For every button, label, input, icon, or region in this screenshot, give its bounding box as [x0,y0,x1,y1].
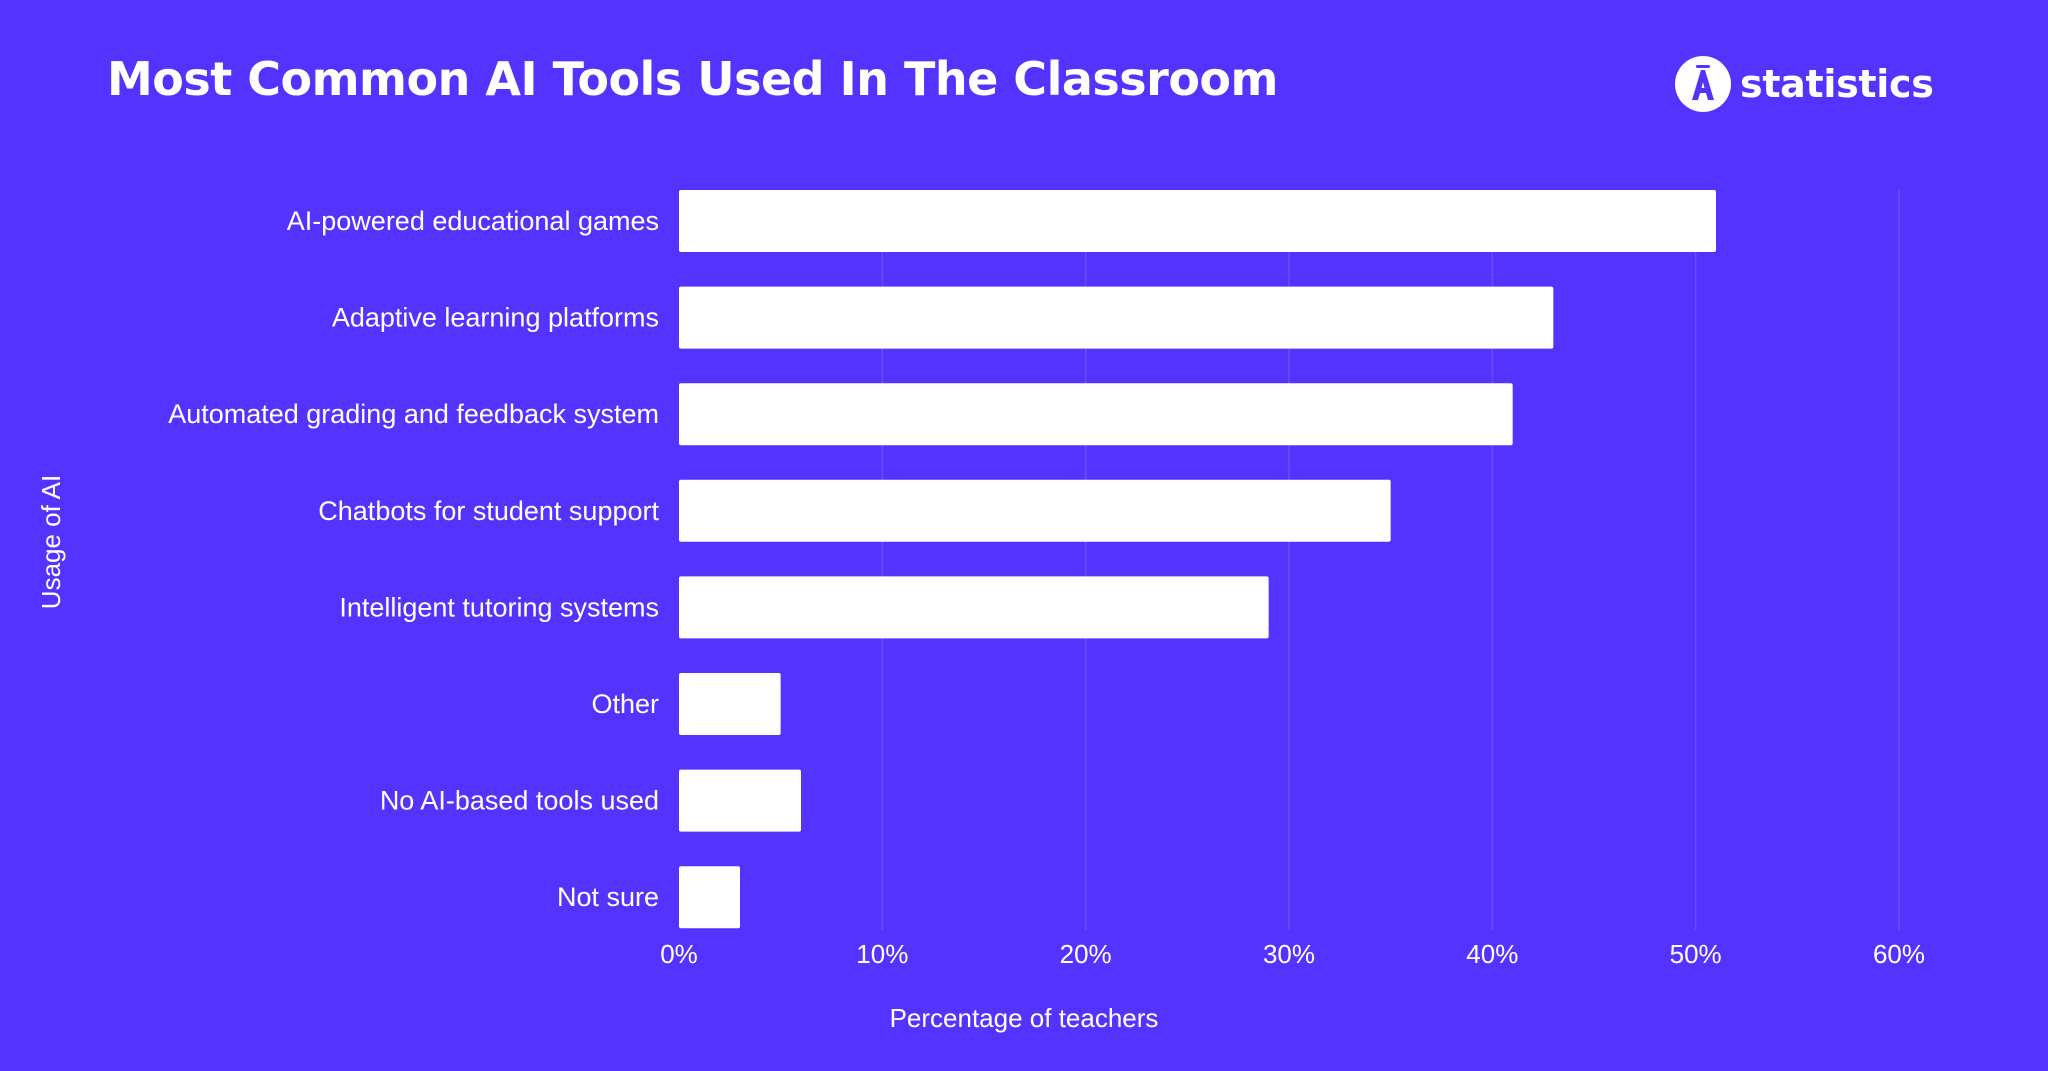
bars [679,190,1716,929]
category-label: Other [591,689,659,719]
category-labels: AI-powered educational games Adaptive lea… [168,206,659,912]
x-tick-label: 0% [660,939,698,969]
bar [679,286,1554,349]
x-tick-label: 40% [1466,939,1518,969]
bar [679,479,1391,542]
bar [679,769,801,832]
bar [679,866,740,929]
category-label: Not sure [557,882,659,912]
brand-name: statistics [1740,62,1934,106]
page-title: Most Common AI Tools Used In The Classro… [107,52,1278,106]
category-label: Automated grading and feedback system [168,399,659,429]
x-tick-labels: 0% 10% 20% 30% 40% 50% 60% [660,939,1925,969]
x-tick-label: 10% [856,939,908,969]
category-label: AI-powered educational games [287,206,659,236]
x-tick-label: 50% [1670,939,1722,969]
bar [679,190,1716,252]
brand: statistics [1675,55,1934,113]
category-label: No AI-based tools used [380,786,659,816]
bar [679,383,1513,446]
bar [679,673,781,735]
x-tick-label: 60% [1873,939,1925,969]
brand-logo-icon [1675,56,1731,112]
x-axis-title: Percentage of teachers [890,1003,1159,1033]
bar [679,576,1269,639]
x-tick-label: 30% [1263,939,1315,969]
category-label: Chatbots for student support [318,496,659,526]
x-tick-label: 20% [1060,939,1112,969]
category-label: Intelligent tutoring systems [339,592,659,622]
y-axis-title: Usage of AI [36,475,66,609]
category-label: Adaptive learning platforms [332,303,659,333]
